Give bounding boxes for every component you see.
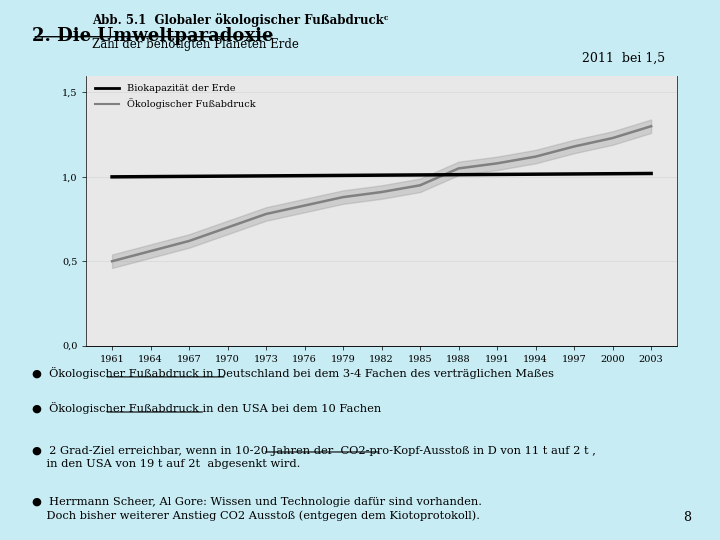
Text: 2. Die Umweltparadoxie: 2. Die Umweltparadoxie	[32, 27, 274, 45]
Text: ●  Ökologischer Fußabdruck in Deutschland bei dem 3-4 Fachen des verträglichen M: ● Ökologischer Fußabdruck in Deutschland…	[32, 367, 554, 379]
Legend: Biokapazität der Erde, Ökologischer Fußabdruck: Biokapazität der Erde, Ökologischer Fußa…	[91, 80, 260, 113]
Text: ●  2 Grad-Ziel erreichbar, wenn in 10-20 Jahren der  CO2-pro-Kopf-Ausstoß in D v: ● 2 Grad-Ziel erreichbar, wenn in 10-20 …	[32, 446, 596, 469]
Text: Zahl der benötigten Planeten Erde: Zahl der benötigten Planeten Erde	[92, 38, 300, 51]
Text: 8: 8	[683, 511, 691, 524]
Text: Abb. 5.1  Globaler ökologischer Fußabdruckᶜ: Abb. 5.1 Globaler ökologischer Fußabdruc…	[92, 13, 389, 27]
FancyBboxPatch shape	[86, 76, 677, 346]
Text: ●  Herrmann Scheer, Al Gore: Wissen und Technologie dafür sind vorhanden.
    Do: ● Herrmann Scheer, Al Gore: Wissen und T…	[32, 497, 482, 521]
Text: ●  Ökologischer Fußabdruck in den USA bei dem 10 Fachen: ● Ökologischer Fußabdruck in den USA bei…	[32, 402, 382, 414]
Text: 2011  bei 1,5: 2011 bei 1,5	[582, 52, 665, 65]
